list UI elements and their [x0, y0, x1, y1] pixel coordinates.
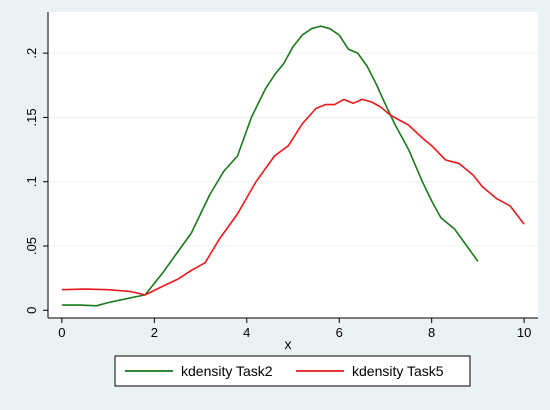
plot-area	[48, 12, 538, 318]
legend: kdensity Task2 kdensity Task5	[114, 355, 471, 387]
y-tick-label: .1	[24, 176, 39, 187]
axes: 0 .05 .1 .15 .2 0 2 4 6 8 10	[24, 12, 538, 340]
series-layer	[61, 25, 525, 307]
x-axis-title: x	[285, 336, 292, 352]
y-tick-label: .15	[24, 108, 39, 126]
x-tick-label: 0	[58, 325, 65, 340]
x-tick-label: 2	[151, 325, 158, 340]
legend-box	[114, 355, 471, 387]
x-tick-label: 8	[428, 325, 435, 340]
legend-label-1: kdensity Task2	[181, 363, 273, 379]
x-tick-label: 10	[517, 325, 531, 340]
y-tick-label: 0	[24, 307, 39, 314]
y-tick-label: .2	[24, 48, 39, 59]
x-tick-label: 4	[243, 325, 250, 340]
legend-label-2: kdensity Task5	[352, 363, 444, 379]
y-tick-label: .05	[24, 237, 39, 255]
gridlines	[48, 52, 538, 247]
series-line-1	[61, 25, 479, 307]
x-tick-label: 6	[336, 325, 343, 340]
series-line-2	[61, 98, 525, 296]
